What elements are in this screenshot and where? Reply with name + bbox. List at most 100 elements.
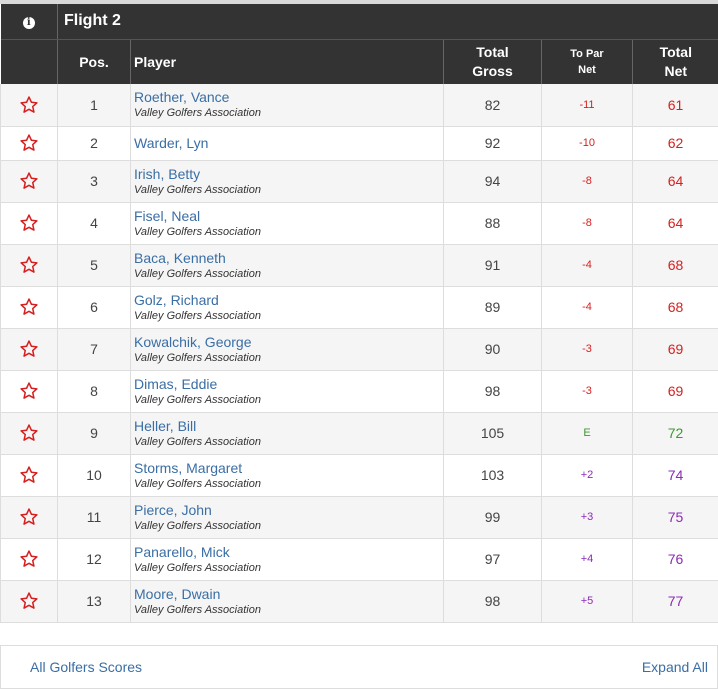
player-club: Valley Golfers Association (134, 183, 261, 196)
table-row[interactable]: 8 Dimas, Eddie Valley Golfers Association 9… (0, 370, 718, 413)
position-cell: 6 (57, 286, 131, 329)
to-par-net-cell: +5 (541, 580, 633, 623)
table-row[interactable]: 4 Fisel, Neal Valley Golfers Association 88… (0, 202, 718, 245)
position-cell: 4 (57, 202, 131, 245)
table-row[interactable]: 6 Golz, Richard Valley Golfers Association… (0, 286, 718, 329)
favorite-star-icon (20, 172, 38, 189)
favorite-toggle[interactable] (0, 580, 58, 623)
pos-column-header[interactable]: Pos. (57, 39, 131, 84)
total-net-cell: 76 (632, 538, 718, 581)
player-club: Valley Golfers Association (134, 309, 261, 322)
total-gross-cell: 91 (443, 244, 542, 287)
total-gross-cell: 98 (443, 370, 542, 413)
total-net-column-header[interactable]: Total Net (632, 39, 718, 84)
total-gross-cell: 90 (443, 328, 542, 371)
favorite-toggle[interactable] (0, 286, 58, 329)
player-name-link[interactable]: Warder, Lyn (134, 134, 209, 151)
favorite-star-icon (20, 508, 38, 525)
favorite-star-icon (20, 214, 38, 231)
position-cell: 12 (57, 538, 131, 581)
favorite-toggle[interactable] (0, 84, 58, 127)
all-golfers-scores-link[interactable]: All Golfers Scores (30, 659, 143, 675)
table-row[interactable]: 10 Storms, Margaret Valley Golfers Associa… (0, 454, 718, 497)
total-net-cell: 75 (632, 496, 718, 539)
player-club: Valley Golfers Association (134, 603, 261, 616)
player-cell: Warder, Lyn (130, 126, 444, 161)
favorite-column-header (0, 39, 58, 84)
to-par-net-cell: +3 (541, 496, 633, 539)
favorite-star-icon (20, 96, 38, 113)
player-name-link[interactable]: Panarello, Mick (134, 543, 230, 560)
player-name-link[interactable]: Kowalchik, George (134, 333, 252, 350)
player-column-header[interactable]: Player (130, 39, 444, 84)
player-name-link[interactable]: Irish, Betty (134, 165, 201, 182)
player-cell: Pierce, John Valley Golfers Association (130, 496, 444, 539)
player-cell: Fisel, Neal Valley Golfers Association (130, 202, 444, 245)
favorite-toggle[interactable] (0, 412, 58, 455)
table-row[interactable]: 1 Roether, Vance Valley Golfers Associatio… (0, 84, 718, 127)
total-net-cell: 72 (632, 412, 718, 455)
total-net-cell: 62 (632, 126, 718, 161)
total-gross-cell: 89 (443, 286, 542, 329)
column-header-row: Pos. Player Total Gross To Par Net Total… (0, 39, 718, 84)
table-row[interactable]: 5 Baca, Kenneth Valley Golfers Association… (0, 244, 718, 287)
leaderboard-footer: All Golfers Scores Expand All (0, 645, 718, 689)
favorite-toggle[interactable] (0, 328, 58, 371)
expand-all-link[interactable]: Expand All (641, 659, 708, 675)
player-club: Valley Golfers Association (134, 519, 261, 532)
table-row[interactable]: 12 Panarello, Mick Valley Golfers Associat… (0, 538, 718, 581)
position-cell: 13 (57, 580, 131, 623)
total-net-cell: 69 (632, 328, 718, 371)
player-name-link[interactable]: Fisel, Neal (134, 207, 201, 224)
player-cell: Dimas, Eddie Valley Golfers Association (130, 370, 444, 413)
position-cell: 1 (57, 84, 131, 127)
leaderboard-table: i Flight 2 Pos. Player Total Gross To Pa… (0, 4, 718, 623)
to-par-net-cell: -4 (541, 244, 633, 287)
player-name-link[interactable]: Moore, Dwain (134, 585, 221, 602)
total-net-header-line1: Total (659, 43, 692, 60)
to-par-net-cell: -8 (541, 160, 633, 203)
total-gross-cell: 94 (443, 160, 542, 203)
table-row[interactable]: 13 Moore, Dwain Valley Golfers Association… (0, 580, 718, 623)
favorite-toggle[interactable] (0, 538, 58, 581)
flight-header: i Flight 2 (0, 4, 718, 40)
table-row[interactable]: 3 Irish, Betty Valley Golfers Association 9… (0, 160, 718, 203)
player-name-link[interactable]: Dimas, Eddie (134, 375, 218, 392)
favorite-star-icon (20, 134, 38, 151)
total-gross-header-line2: Gross (472, 62, 513, 79)
player-cell: Golz, Richard Valley Golfers Association (130, 286, 444, 329)
total-net-cell: 61 (632, 84, 718, 127)
player-name-link[interactable]: Heller, Bill (134, 417, 197, 434)
favorite-toggle[interactable] (0, 496, 58, 539)
player-club: Valley Golfers Association (134, 393, 261, 406)
favorite-toggle[interactable] (0, 202, 58, 245)
table-row[interactable]: 2 Warder, Lyn 92 -10 62 (0, 126, 718, 161)
player-club: Valley Golfers Association (134, 561, 261, 574)
player-club: Valley Golfers Association (134, 351, 261, 364)
table-row[interactable]: 9 Heller, Bill Valley Golfers Association 1… (0, 412, 718, 455)
total-net-cell: 64 (632, 160, 718, 203)
player-name-link[interactable]: Baca, Kenneth (134, 249, 226, 266)
total-gross-cell: 97 (443, 538, 542, 581)
favorite-toggle[interactable] (0, 160, 58, 203)
favorite-toggle[interactable] (0, 454, 58, 497)
total-net-header-line2: Net (664, 62, 688, 79)
player-club: Valley Golfers Association (134, 435, 261, 448)
player-cell: Heller, Bill Valley Golfers Association (130, 412, 444, 455)
player-name-link[interactable]: Storms, Margaret (134, 459, 243, 476)
total-gross-column-header[interactable]: Total Gross (443, 39, 542, 84)
table-row[interactable]: 11 Pierce, John Valley Golfers Association… (0, 496, 718, 539)
info-button[interactable]: i (0, 4, 58, 40)
favorite-toggle[interactable] (0, 244, 58, 287)
favorite-star-icon (20, 340, 38, 357)
player-name-link[interactable]: Pierce, John (134, 501, 212, 518)
table-row[interactable]: 7 Kowalchik, George Valley Golfers Associa… (0, 328, 718, 371)
to-par-net-cell: -8 (541, 202, 633, 245)
flight-title: Flight 2 (57, 4, 718, 40)
player-name-link[interactable]: Roether, Vance (134, 89, 230, 106)
player-name-link[interactable]: Golz, Richard (134, 291, 219, 308)
favorite-toggle[interactable] (0, 370, 58, 413)
to-par-net-column-header[interactable]: To Par Net (541, 39, 633, 84)
favorite-star-icon (20, 466, 38, 483)
favorite-toggle[interactable] (0, 126, 58, 161)
